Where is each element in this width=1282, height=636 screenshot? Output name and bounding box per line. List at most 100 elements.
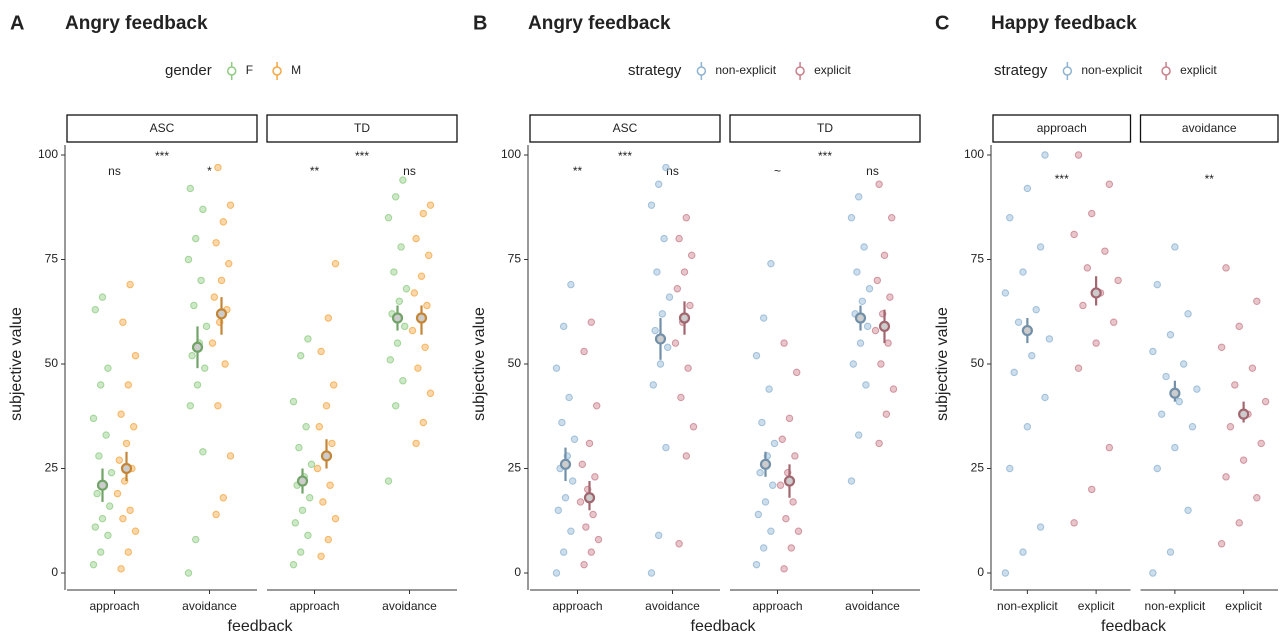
data-point (1235, 519, 1243, 527)
data-point (304, 531, 312, 540)
data-point (210, 293, 219, 301)
data-point (102, 431, 110, 439)
data-point (426, 201, 435, 209)
data-point (1217, 343, 1226, 351)
data-point (217, 276, 226, 285)
data-point (1101, 247, 1109, 255)
sig-label: *** (355, 149, 369, 163)
data-point (1023, 423, 1032, 431)
data-point (399, 377, 407, 385)
data-point (1171, 243, 1179, 251)
data-point (567, 280, 575, 289)
legend-label: non-explicit (1081, 63, 1142, 77)
data-point (1166, 331, 1175, 339)
x-tick-label: avoidance (182, 599, 237, 613)
data-point (865, 285, 874, 293)
data-point (594, 535, 603, 544)
data-point (688, 251, 696, 260)
data-point (1193, 385, 1201, 393)
data-point (107, 468, 116, 477)
y-tick-label: 0 (977, 565, 984, 579)
sig-label: ns (403, 164, 416, 178)
data-point (761, 498, 770, 506)
mean-marker (878, 320, 891, 332)
data-point (760, 544, 768, 552)
data-point (1235, 322, 1243, 331)
sig-label: ns (108, 164, 121, 178)
data-point (113, 489, 122, 498)
data-point (291, 519, 299, 527)
data-point (324, 535, 332, 544)
data-point (752, 560, 761, 569)
y-tick-label: 25 (45, 461, 59, 475)
data-point (97, 381, 105, 389)
data-point (304, 335, 312, 343)
data-point (1036, 523, 1045, 531)
data-point (214, 163, 222, 172)
data-point (95, 452, 103, 460)
data-point (295, 443, 303, 452)
data-point (570, 435, 579, 443)
data-point (119, 318, 127, 326)
sig-label: *** (618, 149, 632, 163)
data-point (1110, 318, 1118, 326)
data-point (122, 439, 131, 448)
data-point (653, 268, 661, 276)
data-point (1019, 268, 1027, 276)
x-tick-label: avoidance (645, 599, 700, 613)
data-point (226, 201, 235, 209)
data-point (660, 234, 668, 243)
data-point (410, 289, 418, 297)
data-point (330, 381, 338, 389)
data-point (578, 460, 586, 469)
data-point (855, 431, 863, 439)
data-point (1070, 230, 1078, 239)
data-point (408, 326, 417, 335)
data-point (307, 460, 316, 469)
data-point (297, 548, 305, 556)
mean-marker (678, 312, 691, 324)
x-tick-label: non-explicit (997, 599, 1058, 613)
data-point (1153, 280, 1161, 289)
data-point (212, 239, 220, 247)
data-point (1231, 381, 1239, 389)
data-point (89, 560, 98, 569)
data-point (106, 502, 114, 510)
data-point (1184, 310, 1192, 318)
data-point (794, 527, 803, 535)
data-point (560, 548, 568, 556)
legend-label: explicit (1180, 63, 1217, 77)
data-point (190, 301, 198, 310)
data-point (1023, 184, 1032, 193)
data-point (214, 402, 222, 410)
data-point (197, 276, 205, 285)
facet-label: avoidance (1182, 121, 1237, 135)
sig-label: ns (866, 164, 879, 178)
data-point (331, 514, 340, 523)
data-point (662, 163, 670, 172)
data-point (331, 259, 340, 268)
data-point (680, 268, 689, 276)
data-point (591, 473, 599, 481)
data-point (1253, 297, 1261, 305)
data-point (787, 544, 795, 552)
data-point (767, 259, 775, 268)
mean-marker (320, 450, 333, 462)
y-tick-label: 0 (514, 565, 521, 579)
facet-label: ASC (613, 121, 638, 135)
sig-label: ** (573, 164, 583, 178)
data-point (93, 489, 101, 498)
data-point (1105, 443, 1114, 452)
data-point (91, 305, 100, 314)
data-point (593, 402, 601, 410)
data-point (580, 347, 588, 356)
data-point (884, 339, 892, 347)
data-point (1010, 368, 1018, 377)
data-point (297, 351, 305, 360)
data-point (192, 535, 200, 544)
mean-marker (415, 312, 428, 324)
panel-letter: A (10, 12, 24, 34)
legend-title: strategy (994, 62, 1048, 79)
data-point (225, 259, 233, 268)
data-point (847, 214, 856, 222)
